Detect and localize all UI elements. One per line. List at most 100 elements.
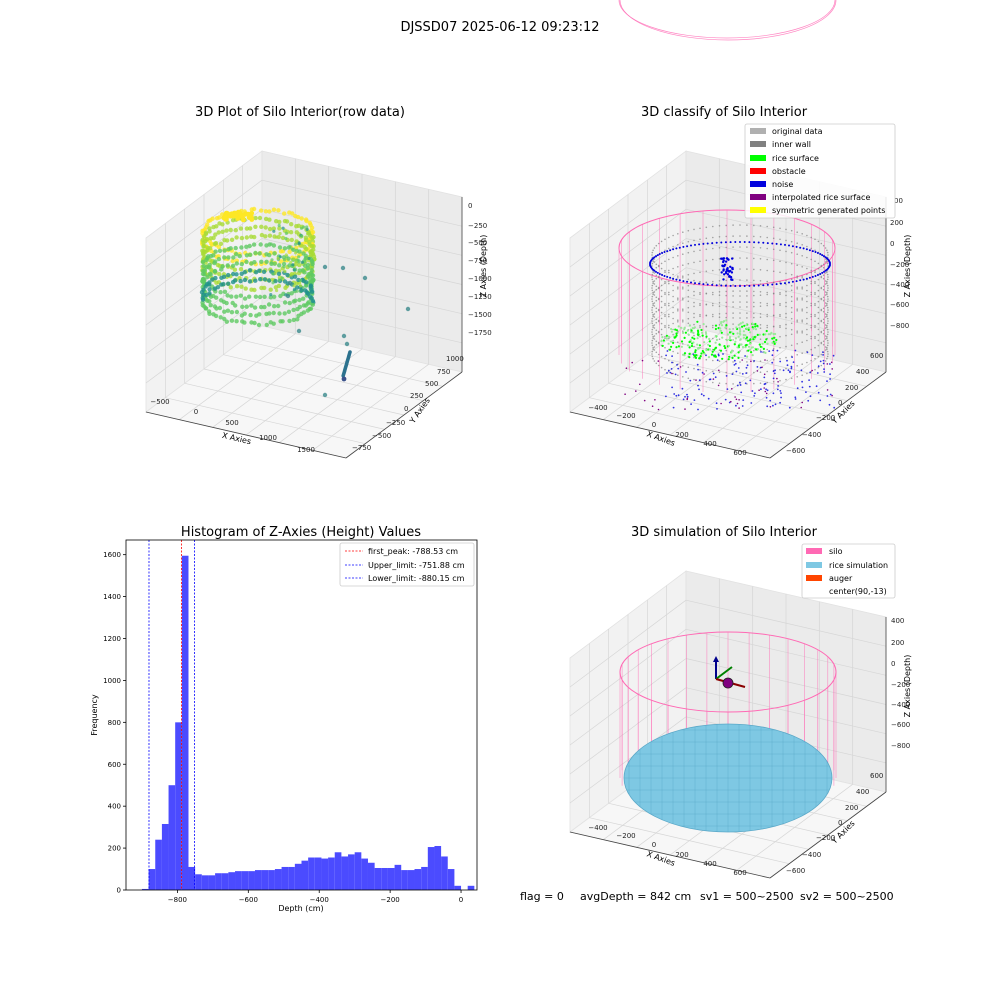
inner-wall-point (810, 313, 812, 316)
noise-point (697, 408, 699, 411)
inner-wall-point (699, 291, 701, 294)
inner-wall-point (705, 248, 708, 251)
inner-wall-point (766, 258, 768, 261)
inner-wall-point (657, 364, 660, 367)
inner-wall-point (699, 326, 701, 329)
noise-point (799, 279, 802, 282)
interpolated-point (741, 359, 743, 361)
raw-point (207, 226, 212, 231)
inner-wall-point (677, 255, 679, 257)
inner-wall-point (822, 299, 825, 302)
raw-point (341, 376, 347, 382)
raw-point (252, 234, 257, 240)
rice-surface-point (683, 328, 686, 331)
raw-point (230, 263, 236, 268)
raw-point (289, 291, 294, 296)
interpolated-point (811, 369, 813, 372)
inner-wall-point (801, 310, 803, 312)
noise-point (822, 362, 825, 365)
inner-wall-point (651, 278, 654, 281)
inner-wall-point (672, 234, 674, 237)
raw-point (210, 216, 215, 221)
inner-wall-point (699, 227, 701, 230)
noise-point (669, 276, 672, 279)
hist-xlabel: Depth (cm) (278, 904, 323, 913)
raw-point (218, 241, 224, 246)
inner-wall-point (651, 320, 653, 322)
noise-point (724, 260, 728, 263)
inner-wall-point (785, 334, 787, 337)
raw-point (278, 255, 282, 259)
raw-point (309, 279, 314, 284)
inner-wall-point (817, 306, 820, 309)
inner-wall-point (779, 313, 781, 316)
noise-point (828, 403, 831, 406)
inner-wall-point (826, 291, 828, 294)
raw-point (228, 246, 233, 251)
raw-point (304, 280, 309, 285)
inner-wall-point (790, 229, 793, 232)
inner-wall-point (739, 361, 741, 363)
inner-wall-point (699, 368, 701, 371)
rice-surface-point (688, 324, 692, 327)
inner-wall-point (759, 280, 762, 282)
raw-point (296, 223, 301, 228)
inner-wall-point (705, 325, 708, 328)
raw-point (257, 268, 262, 273)
raw-point (296, 313, 301, 318)
inner-wall-point (746, 257, 748, 259)
inner-wall-point (814, 249, 816, 252)
rice-surface-point (749, 331, 752, 334)
inner-wall-point (655, 351, 658, 354)
inner-wall-point (682, 321, 684, 323)
raw-point (249, 217, 255, 222)
raw-point (276, 208, 281, 213)
noise-point (745, 366, 748, 369)
noise-point (748, 241, 751, 244)
raw-point (262, 277, 268, 282)
inner-wall-point (817, 278, 820, 281)
inner-wall-point (664, 313, 666, 316)
inner-wall-point (677, 321, 679, 323)
inner-wall-point (655, 362, 658, 365)
inner-wall-point (779, 227, 781, 230)
raw-point (207, 291, 212, 296)
inner-wall-point (814, 302, 816, 305)
rice-surface-point (697, 334, 700, 337)
hist-bar (161, 823, 169, 890)
inner-wall-point (785, 228, 787, 231)
raw-point (304, 246, 309, 252)
inner-wall-point (732, 339, 734, 341)
noise-point (698, 282, 701, 285)
inner-wall-point (790, 328, 793, 331)
inner-wall-point (739, 317, 741, 319)
sim-ztick: −400 (891, 701, 910, 709)
inner-wall-point (785, 345, 787, 348)
inner-wall-point (827, 298, 829, 300)
hist-bar (427, 847, 435, 890)
noise-point (779, 401, 781, 404)
inner-wall-point (766, 359, 768, 362)
noise-point (697, 368, 699, 371)
inner-wall-point (725, 301, 727, 304)
inner-wall-point (664, 346, 666, 349)
rice-surface-point (748, 339, 751, 342)
raw-point (291, 263, 295, 267)
noise-point (814, 251, 817, 253)
raw-outlier (405, 306, 411, 312)
rice-surface-point (758, 333, 761, 336)
rice-surface-point (759, 345, 762, 348)
raw-point (272, 251, 277, 256)
hist-bar (334, 852, 342, 890)
raw-point (269, 261, 273, 265)
rice-surface-point (660, 340, 663, 343)
inner-wall-point (801, 332, 803, 334)
inner-wall-point (664, 324, 666, 327)
noise-point (811, 354, 814, 356)
noise-point (698, 388, 700, 391)
inner-wall-point (725, 312, 727, 315)
raw-outlier (287, 280, 293, 286)
classify-ytick: 600 (870, 352, 883, 360)
inner-wall-point (664, 269, 666, 272)
noise-point (653, 269, 656, 272)
